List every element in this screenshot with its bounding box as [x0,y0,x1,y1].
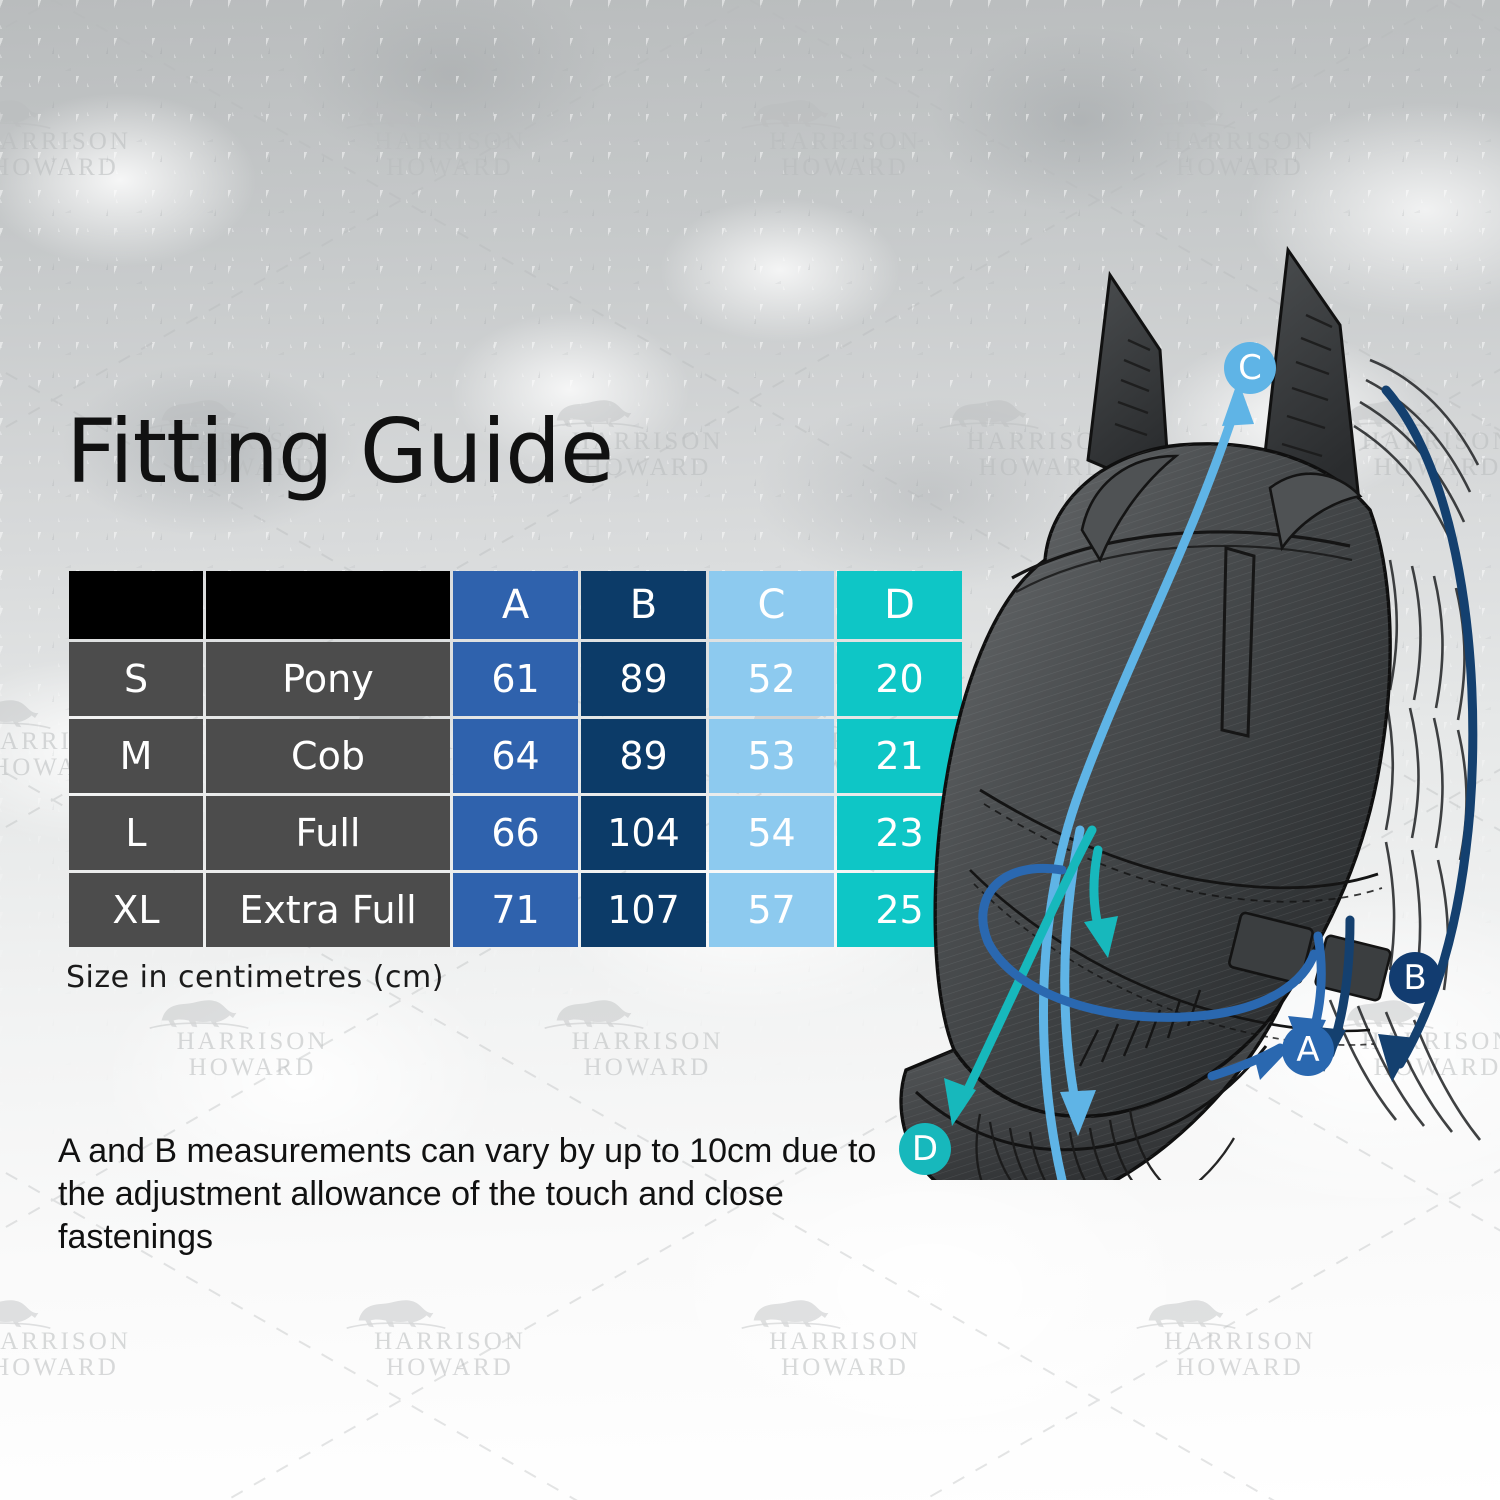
table-cell-size: M [69,719,203,793]
horse-sketch [899,245,1482,1180]
table-cell-a: 66 [453,796,578,870]
header-cell-name [206,571,450,639]
header-cell-size [69,571,203,639]
size-chart-table: A B C D S Pony 61 89 52 20 M Cob 64 89 53 21 L Full 66… [66,568,965,950]
table-cell-b: 107 [581,873,706,947]
measurement-marker-b: B [1389,952,1441,1004]
table-cell-a: 61 [453,642,578,716]
header-cell-a: A [453,571,578,639]
table-cell-c: 52 [709,642,834,716]
arrow-d [944,825,1118,1126]
nose-fringe [975,1109,1235,1180]
table-row: S Pony 61 89 52 20 [69,642,962,716]
horse-ears [1086,245,1362,513]
measurement-marker-c: C [1224,342,1276,394]
header-cell-b: B [581,571,706,639]
table-row: XL Extra Full 71 107 57 25 [69,873,962,947]
table-cell-name: Cob [206,719,450,793]
size-unit-caption: Size in centimetres (cm) [66,960,444,995]
table-cell-name: Extra Full [206,873,450,947]
table-cell-a: 64 [453,719,578,793]
table-cell-c: 54 [709,796,834,870]
table-cell-size: S [69,642,203,716]
table-cell-size: L [69,796,203,870]
table-cell-size: XL [69,873,203,947]
measurement-marker-d: D [899,1123,951,1175]
table-cell-c: 57 [709,873,834,947]
header-cell-c: C [709,571,834,639]
table-cell-a: 71 [453,873,578,947]
table-row: M Cob 64 89 53 21 [69,719,962,793]
table-body: S Pony 61 89 52 20 M Cob 64 89 53 21 L Full 66 104 54 23 X… [69,642,962,947]
table-cell-c: 53 [709,719,834,793]
table-cell-name: Full [206,796,450,870]
header-cell-d: D [837,571,962,639]
table-cell-d: 20 [837,642,962,716]
table-cell-b: 89 [581,719,706,793]
table-cell-name: Pony [206,642,450,716]
table-cell-d: 21 [837,719,962,793]
measurement-note: A and B measurements can vary by up to 1… [58,1132,877,1257]
table-header-row: A B C D [69,571,962,639]
horse-fly-mask-illustration [830,230,1500,1180]
table-cell-b: 104 [581,796,706,870]
page-title: Fitting Guide [66,400,614,503]
table-row: L Full 66 104 54 23 [69,796,962,870]
table-cell-b: 89 [581,642,706,716]
measurement-marker-a: A [1282,1024,1334,1076]
